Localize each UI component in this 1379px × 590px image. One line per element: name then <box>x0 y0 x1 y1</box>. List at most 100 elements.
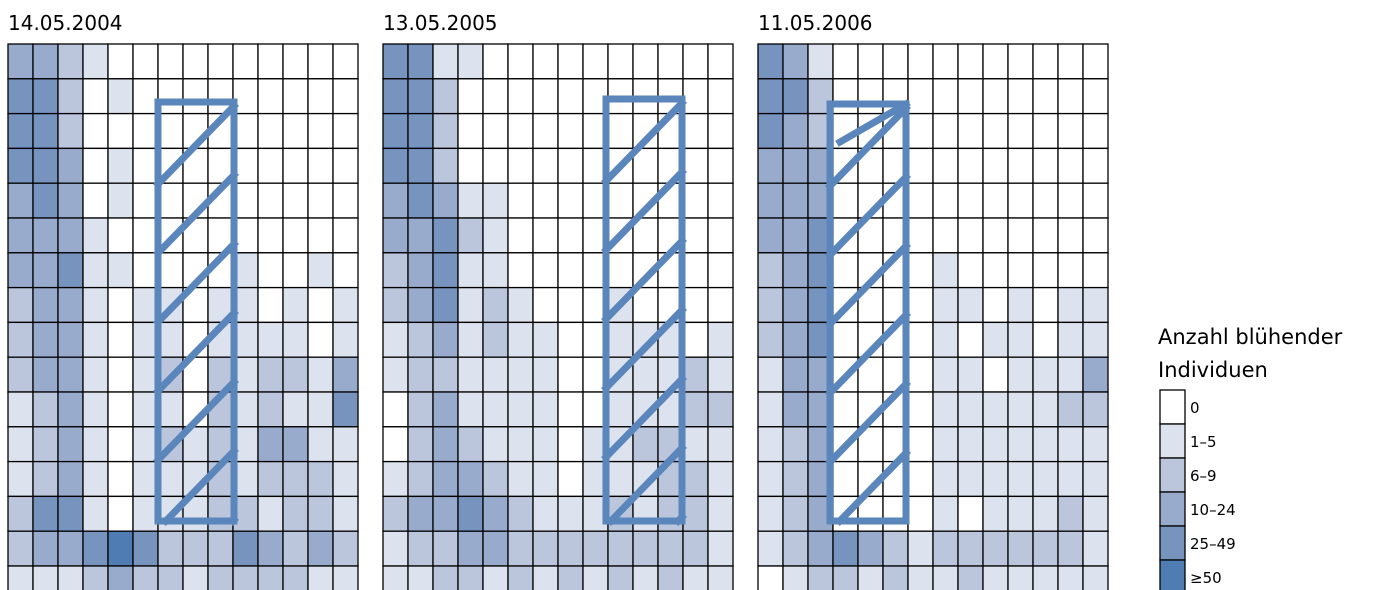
hatch-line <box>825 103 911 191</box>
heatmap-cell <box>782 78 809 115</box>
heatmap-cell <box>1032 495 1059 532</box>
heatmap-cell <box>132 112 159 150</box>
heatmap-cell <box>307 112 334 150</box>
heatmap-cell <box>557 147 584 184</box>
heatmap-cell <box>1007 217 1034 254</box>
heatmap-cell <box>457 565 484 590</box>
heatmap-cell <box>82 252 109 289</box>
hatch-line <box>601 305 687 393</box>
heatmap-cell <box>757 182 784 219</box>
heatmap-cell <box>507 426 534 463</box>
heatmap-cell <box>482 565 509 590</box>
hatch-line <box>228 515 239 526</box>
heatmap-cell <box>132 217 159 254</box>
heatmap-cell <box>7 565 34 590</box>
heatmap-cell <box>657 565 684 590</box>
hatch-line <box>605 443 687 526</box>
heatmap-cell <box>332 321 359 358</box>
heatmap-cell <box>1057 356 1084 393</box>
heatmap-cell <box>182 565 209 590</box>
hatch-line <box>825 241 911 329</box>
heatmap-cell <box>1032 217 1059 254</box>
heatmap-cell <box>307 286 334 324</box>
heatmap-cell <box>1032 112 1059 150</box>
heatmap-cell <box>182 43 209 80</box>
heatmap-cell <box>382 78 409 115</box>
heatmap-cell <box>707 78 734 115</box>
heatmap-cell <box>557 321 584 358</box>
heatmap-cell <box>557 460 584 498</box>
heatmap-cell <box>782 356 809 393</box>
heatmap-cell <box>1032 530 1059 567</box>
heatmap-cell <box>157 43 184 80</box>
heatmap-cell <box>507 43 534 80</box>
heatmap-cell <box>1032 356 1059 393</box>
heatmap-cell <box>482 182 509 219</box>
heatmap-cell <box>957 321 984 358</box>
heatmap-cell <box>707 530 734 567</box>
heatmap-cell <box>432 112 459 150</box>
heatmap-cell <box>382 426 409 463</box>
heatmap-cell <box>682 217 709 254</box>
heatmap-cell <box>757 43 784 80</box>
heatmap-cell <box>257 565 284 590</box>
heatmap-cell <box>57 43 84 80</box>
heatmap-cell <box>132 78 159 115</box>
heatmap-cell <box>32 391 59 428</box>
heatmap-cell <box>257 78 284 115</box>
heatmap-cell <box>507 78 534 115</box>
heatmap-cell <box>32 460 59 498</box>
heatmap-cell <box>557 286 584 324</box>
heatmap-cell <box>107 565 134 590</box>
heatmap-cell <box>57 112 84 150</box>
heatmap-cell <box>32 321 59 358</box>
heatmap-cell <box>257 356 284 393</box>
heatmap-cell <box>682 321 709 358</box>
heatmap-cell <box>432 43 459 80</box>
heatmap-cell <box>282 565 309 590</box>
hatch-line <box>825 379 911 467</box>
panel-date-label: 11.05.2006 <box>758 11 873 35</box>
hatch-line <box>825 172 911 260</box>
heatmap-cell <box>807 43 834 80</box>
heatmap-cell <box>907 391 934 428</box>
heatmap-cell <box>32 112 59 150</box>
heatmap-cell <box>157 252 184 289</box>
heatmap-cell <box>907 426 934 463</box>
heatmap-cell <box>532 78 559 115</box>
heatmap-cell <box>432 78 459 115</box>
heatmap-cell <box>107 321 134 358</box>
heatmap-cell <box>707 426 734 463</box>
heatmap-cell <box>857 43 884 80</box>
heatmap-cell <box>257 252 284 289</box>
heatmap-cell <box>107 495 134 532</box>
heatmap-cell <box>457 78 484 115</box>
heatmap-cell <box>207 43 234 80</box>
heatmap-cell <box>532 391 559 428</box>
heatmap-cell <box>32 182 59 219</box>
heatmap-cell <box>557 391 584 428</box>
heatmap-cell <box>757 495 784 532</box>
heatmap-cell <box>757 217 784 254</box>
heatmap-cell <box>532 252 559 289</box>
heatmap-cell <box>982 356 1009 393</box>
heatmap-cell <box>82 391 109 428</box>
heatmap-cell <box>632 147 659 184</box>
heatmap-cell <box>1007 252 1034 289</box>
heatmap-cell <box>557 182 584 219</box>
heatmap-cell <box>507 495 534 532</box>
heatmap-cell <box>257 460 284 498</box>
heatmap-cell <box>932 43 959 80</box>
heatmap-cell <box>7 530 34 567</box>
heatmap-cell <box>1032 252 1059 289</box>
heatmap-cell <box>407 112 434 150</box>
heatmap-cell <box>157 182 184 219</box>
heatmap-cell <box>932 530 959 567</box>
hatch-line <box>601 236 687 324</box>
heatmap-cell <box>232 43 259 80</box>
heatmap-cell <box>332 252 359 289</box>
heatmap-cell <box>482 391 509 428</box>
legend-label: ≥50 <box>1190 569 1222 587</box>
heatmap-cell <box>557 252 584 289</box>
heatmap-cell <box>482 78 509 115</box>
